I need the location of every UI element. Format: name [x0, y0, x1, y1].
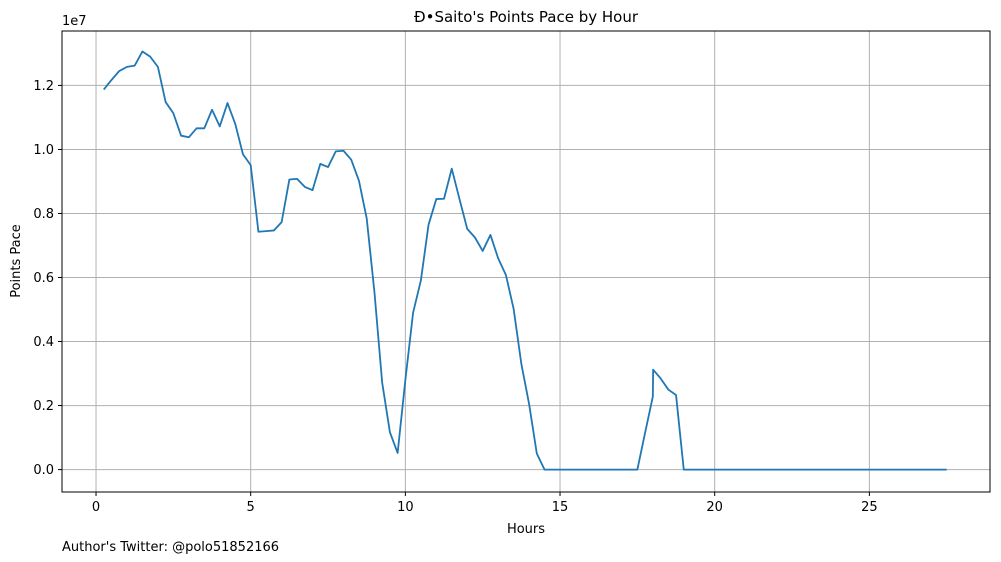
chart-title: Đ•Saito's Points Pace by Hour [414, 8, 639, 26]
y-tick-label: 0.0 [33, 463, 54, 478]
grid-lines [62, 31, 990, 492]
x-tick-label: 15 [552, 500, 569, 515]
x-tick-label: 10 [397, 500, 414, 515]
x-tick-label: 0 [92, 500, 100, 515]
y-tick-label: 0.4 [33, 335, 54, 350]
y-axis-title: Points Pace [9, 224, 24, 298]
x-axis-title: Hours [507, 522, 545, 537]
tick-marks [58, 84, 870, 496]
y-tick-label: 0.2 [33, 399, 54, 414]
series-line-0 [103, 50, 947, 471]
y-tick-label: 0.8 [33, 207, 54, 222]
y-tick-label: 1.2 [33, 79, 54, 94]
y-offset-text: 1e7 [62, 14, 87, 29]
y-tick-label: 1.0 [33, 143, 54, 158]
author-footnote: Author's Twitter: @polo51852166 [62, 540, 279, 555]
x-tick-label: 5 [247, 500, 255, 515]
x-tick-label: 25 [861, 500, 878, 515]
plot-frame [61, 30, 991, 493]
y-tick-label: 0.6 [33, 271, 54, 286]
tick-labels: 0 5 10 15 20 25 0.0 0.2 0.4 0.6 0.8 1.0 1.2 [33, 79, 877, 515]
x-tick-label: 20 [706, 500, 723, 515]
series-group [103, 50, 947, 471]
